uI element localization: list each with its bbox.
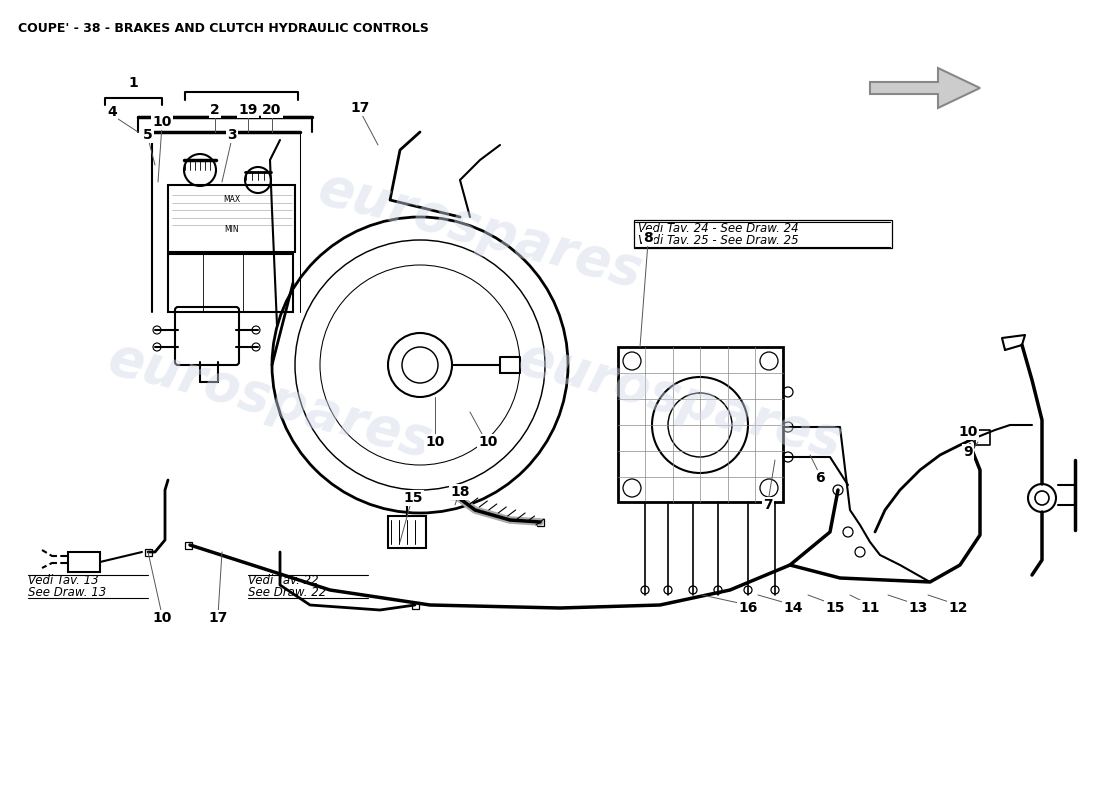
Text: 20: 20 bbox=[262, 103, 282, 117]
Text: 14: 14 bbox=[783, 601, 803, 615]
Text: Vedi Tav. 13: Vedi Tav. 13 bbox=[28, 574, 99, 586]
Text: 5: 5 bbox=[143, 128, 153, 142]
Text: 15: 15 bbox=[404, 491, 422, 505]
Text: 10: 10 bbox=[426, 435, 444, 449]
Text: 10: 10 bbox=[478, 435, 497, 449]
Text: 17: 17 bbox=[350, 101, 370, 115]
Bar bbox=[450, 491, 456, 498]
Text: 3: 3 bbox=[228, 128, 236, 142]
Text: 13: 13 bbox=[909, 601, 927, 615]
Text: Vedi Tav. 25 - See Draw. 25: Vedi Tav. 25 - See Draw. 25 bbox=[638, 234, 799, 246]
Text: 10: 10 bbox=[958, 425, 978, 439]
Circle shape bbox=[855, 547, 865, 557]
Bar bbox=[388, 516, 426, 548]
Circle shape bbox=[833, 485, 843, 495]
Bar bbox=[411, 602, 418, 609]
Text: 8: 8 bbox=[644, 231, 653, 245]
Text: Vedi Tav. 22: Vedi Tav. 22 bbox=[248, 574, 319, 586]
Text: 12: 12 bbox=[948, 601, 968, 615]
Text: Vedi Tav. 24 - See Draw. 24: Vedi Tav. 24 - See Draw. 24 bbox=[638, 222, 799, 234]
Text: 4: 4 bbox=[107, 105, 117, 119]
Text: 9: 9 bbox=[964, 445, 972, 459]
Circle shape bbox=[965, 440, 975, 450]
Text: See Draw. 22: See Draw. 22 bbox=[248, 586, 327, 598]
Text: 2: 2 bbox=[210, 103, 220, 117]
Text: COUPE' - 38 - BRAKES AND CLUTCH HYDRAULIC CONTROLS: COUPE' - 38 - BRAKES AND CLUTCH HYDRAULI… bbox=[18, 22, 429, 35]
Text: 15: 15 bbox=[825, 601, 845, 615]
Text: 17: 17 bbox=[208, 611, 228, 625]
Bar bbox=[144, 549, 152, 555]
Bar bbox=[68, 552, 100, 572]
Text: 11: 11 bbox=[860, 601, 880, 615]
Text: See Draw. 13: See Draw. 13 bbox=[28, 586, 107, 598]
Text: 6: 6 bbox=[815, 471, 825, 485]
Text: MIN: MIN bbox=[224, 225, 240, 234]
Text: 16: 16 bbox=[738, 601, 758, 615]
Polygon shape bbox=[870, 68, 980, 108]
Bar bbox=[618, 347, 783, 502]
Text: 10: 10 bbox=[152, 115, 172, 129]
Text: 10: 10 bbox=[152, 611, 172, 625]
Text: 19: 19 bbox=[239, 103, 257, 117]
Text: 1: 1 bbox=[128, 76, 138, 90]
Text: 18: 18 bbox=[450, 485, 470, 499]
Text: 7: 7 bbox=[763, 498, 773, 512]
Text: eurospares: eurospares bbox=[102, 332, 438, 468]
Bar bbox=[168, 254, 293, 312]
Text: eurospares: eurospares bbox=[513, 332, 848, 468]
Bar bbox=[537, 518, 543, 526]
Bar bbox=[634, 220, 892, 248]
Bar bbox=[185, 542, 191, 549]
Text: MAX: MAX bbox=[223, 195, 241, 204]
Text: eurospares: eurospares bbox=[312, 162, 648, 298]
Circle shape bbox=[843, 527, 852, 537]
